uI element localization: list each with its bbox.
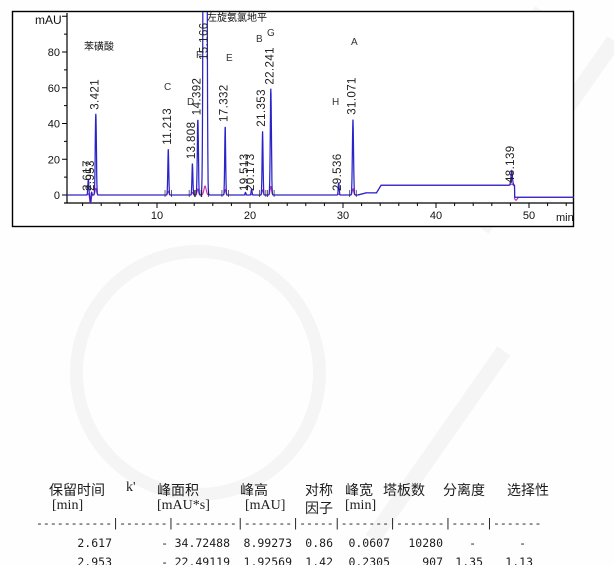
peak-rt-label: 2.953 — [85, 160, 97, 191]
axes: 0 20 40 60 80 10 20 30 40 50 — [48, 13, 574, 222]
chromatogram-plot: mAU min 左旋氨氯地平 苯磺酸 0 20 40 60 80 10 20 30 40 50 2… — [11, 10, 575, 228]
col-header-resolution: 分离度 — [443, 484, 485, 499]
peak-rt-label: 14.392 — [191, 78, 203, 116]
peak-letter-label: D — [187, 97, 194, 108]
svg-text:30: 30 — [337, 210, 349, 222]
col-unit-mau-s: [mAU*s] — [157, 498, 210, 513]
col-unit-width-min: [min] — [345, 498, 377, 513]
peak-rt-label: 20.173 — [245, 153, 257, 191]
peak-letter-label: E — [226, 53, 233, 64]
svg-text:80: 80 — [48, 47, 60, 59]
traces — [67, 12, 574, 203]
peak-rt-label: 13.808 — [186, 122, 198, 160]
peak-letter-label: F — [196, 50, 202, 61]
benzenesulfonic-acid-label: 苯磺酸 — [84, 40, 114, 53]
svg-text:20: 20 — [244, 210, 256, 222]
table-cell: - — [161, 554, 168, 565]
col-header-peak-width: 峰宽 — [345, 484, 373, 499]
peak-letter-label: B — [256, 34, 263, 45]
table-cell: 0.86 — [305, 536, 333, 550]
col-unit-mau: [mAU] — [245, 498, 286, 513]
peak-rt-label: 17.332 — [219, 84, 231, 122]
peak-rt-label: 22.241 — [264, 47, 276, 85]
table-cell: 2.953 — [77, 554, 112, 565]
col-header-selectivity: 选择性 — [507, 484, 549, 499]
table-cell: 8.99273 — [243, 536, 292, 550]
col-header-retention-time: 保留时间 — [49, 484, 105, 499]
peak-table: 保留时间 k' 峰面积 峰高 对称 峰宽 塔板数 分离度 选择性 [min] [… — [0, 235, 614, 565]
col-unit-min: [min] — [52, 498, 84, 513]
svg-text:50: 50 — [523, 210, 535, 222]
table-cell: 1.35 — [455, 554, 483, 565]
table-cell: 34.72488 — [174, 536, 230, 550]
table-cell: 1.13 — [505, 554, 533, 565]
peak-rt-label: 29.536 — [332, 153, 344, 191]
peak-rt-label: 31.071 — [346, 77, 358, 115]
table-row: 2.617-34.72488 8.99273 0.86 0.0607 10280- - — [0, 534, 614, 553]
peak-rt-label: 19.513 — [239, 153, 251, 191]
table-cell: 10280 — [408, 536, 443, 550]
peak-rt-label: 2.617 — [82, 160, 94, 191]
col-header-peak-area: 峰面积 — [157, 484, 199, 499]
col-header-k: k' — [126, 480, 136, 495]
peak-rt-label: 3.421 — [89, 79, 101, 110]
col-header-symmetry-line2: 因子 — [305, 502, 333, 517]
table-separator: -----------|-------|---------|-------|--… — [36, 516, 542, 530]
table-cell: 2.617 — [77, 536, 112, 550]
peak-letter-label: A — [351, 37, 358, 48]
peak-letter-label: G — [267, 28, 275, 39]
svg-text:40: 40 — [48, 119, 60, 131]
table-cell: 22.49119 — [174, 554, 230, 565]
svg-text:20: 20 — [48, 154, 60, 166]
y-axis-unit-label: mAU — [35, 13, 62, 27]
table-cell: - — [519, 536, 533, 550]
table-cell: 1.42 — [305, 554, 333, 565]
table-cell: 0.2305 — [348, 554, 390, 565]
main-peak-title: 左旋氨氯地平 — [207, 11, 267, 24]
x-axis-unit-label: min — [556, 212, 574, 224]
svg-text:10: 10 — [151, 210, 163, 222]
col-header-peak-height: 峰高 — [240, 484, 268, 499]
table-cell: - — [469, 536, 483, 550]
table-cell: 0.0607 — [348, 536, 390, 550]
peak-rt-label: 21.353 — [256, 89, 268, 127]
peak-letter-label: C — [164, 82, 171, 93]
plot-border — [11, 10, 575, 228]
peak-rt-label: 11.213 — [162, 108, 174, 145]
svg-text:60: 60 — [48, 83, 60, 95]
col-header-plates: 塔板数 — [383, 484, 425, 499]
table-cell: 1.92569 — [243, 554, 292, 565]
svg-text:0: 0 — [54, 190, 60, 202]
peak-letter-label: H — [332, 97, 339, 108]
table-cell: - — [161, 536, 168, 550]
table-row: 2.953 -22.49119 1.92569 1.42 0.2305 907 1.35 1.… — [0, 553, 614, 565]
col-header-symmetry: 对称 — [305, 484, 333, 499]
peak-rt-label: 15.166 — [199, 22, 211, 60]
svg-text:40: 40 — [430, 210, 442, 222]
peak-rt-label: 48.139 — [505, 145, 517, 183]
table-cell: 907 — [422, 554, 443, 565]
